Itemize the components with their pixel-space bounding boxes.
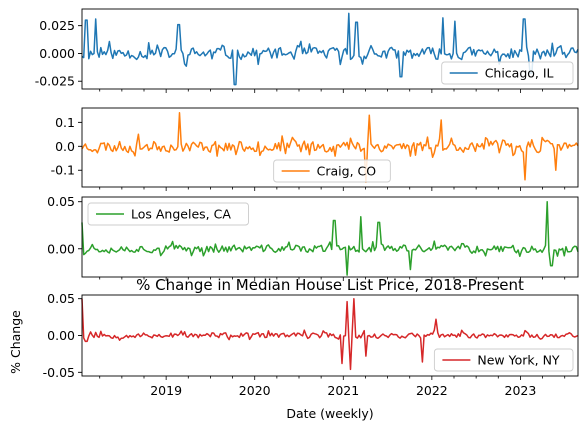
chart-title: % Change in Median House List Price, 201…: [136, 276, 524, 294]
legend-3: Los Angeles, CA: [87, 202, 249, 226]
panel-frame: [81, 196, 579, 278]
legend-label: Los Angeles, CA: [131, 207, 231, 222]
legend-2: Craig, CO: [273, 159, 391, 183]
panel-frame: [81, 8, 579, 90]
x-tick-label: 2021: [327, 383, 359, 398]
panel-1: 0.025 0.000 -0.025 Chicago, IL: [35, 8, 579, 93]
panel-frame: [81, 107, 579, 188]
legend-box: [433, 348, 574, 372]
y-axis-label: % Change: [8, 310, 23, 374]
y-tick-label: 0.025: [39, 18, 75, 33]
y-tick-label: -0.025: [35, 74, 75, 89]
x-tick-label: 2019: [150, 383, 182, 398]
series-line-1: [81, 12, 579, 86]
y-tick-label: 0.00: [47, 241, 75, 256]
panel-4: 0.05 0.00 -0.05 New York, NY: [43, 291, 579, 380]
legend-4: New York, NY: [433, 348, 574, 372]
y-tick-label: 0.05: [47, 194, 75, 209]
legend-1: Chicago, IL: [441, 61, 574, 85]
x-tick-label: 2020: [239, 383, 271, 398]
legend-box: [87, 202, 249, 226]
panel-3: 0.05 0.00 Los Angeles, CA: [47, 194, 579, 281]
legend-label: Chicago, IL: [485, 66, 554, 81]
x-tick-label: 2023: [505, 383, 537, 398]
legend-label: Craig, CO: [317, 164, 377, 179]
legend-box: [273, 159, 391, 183]
y-tick-label: 0.05: [47, 291, 75, 306]
y-tick-label: 0.00: [47, 328, 75, 343]
series-line-3: [81, 200, 579, 276]
series-line-2: [81, 112, 579, 183]
y-tick-label: -0.05: [43, 365, 75, 380]
legend-label: New York, NY: [477, 353, 560, 368]
x-tick-label: 2022: [416, 383, 448, 398]
panel-2: 0.1 0.0 -0.1 Craig, CO: [51, 107, 579, 191]
y-tick-label: -0.1: [51, 163, 75, 178]
y-tick-label: 0.000: [39, 46, 75, 61]
y-tick-label: 0.0: [55, 139, 75, 154]
x-axis-label: Date (weekly): [286, 406, 373, 421]
y-tick-label: 0.1: [55, 115, 75, 130]
series-line-4: [81, 297, 579, 371]
legend-box: [441, 61, 574, 85]
